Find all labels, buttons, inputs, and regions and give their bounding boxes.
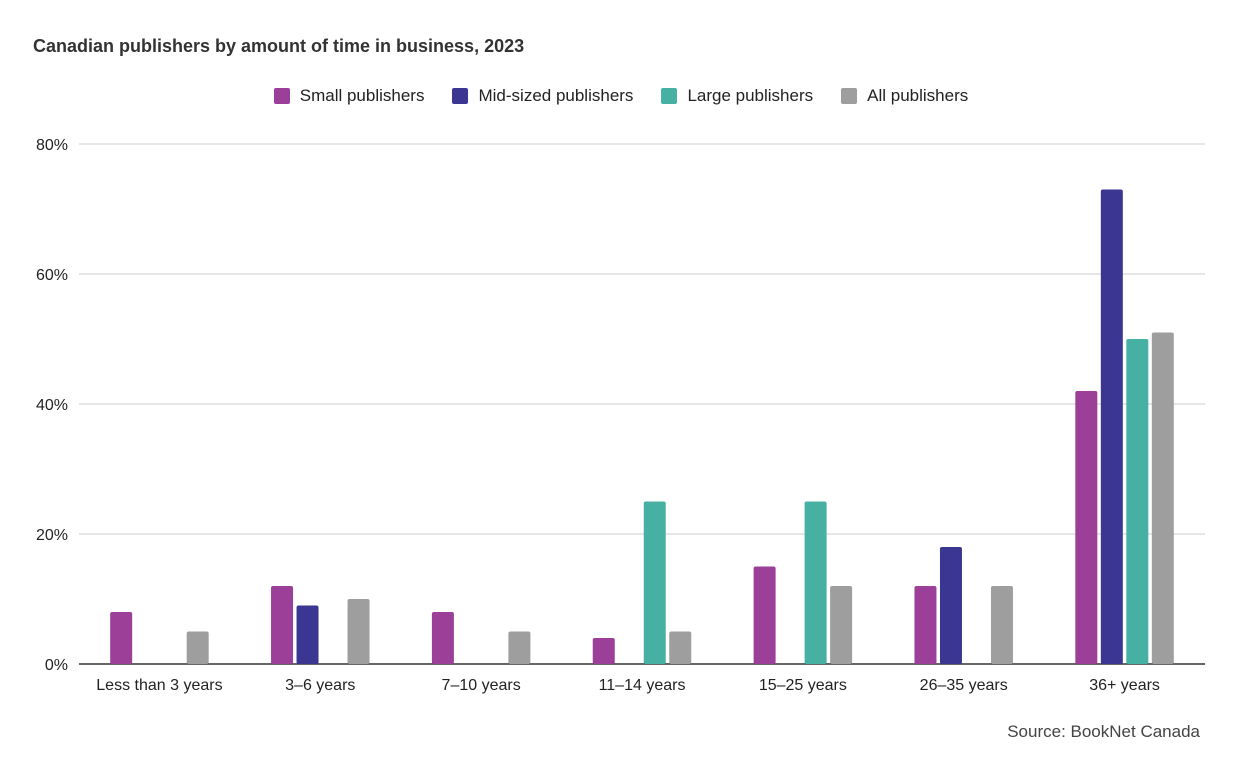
legend-label-all: All publishers — [867, 86, 969, 105]
legend-swatch-mid-sized — [452, 88, 469, 104]
source-note: Source: BookNet Canada — [1007, 722, 1200, 741]
legend-item-all: All publishers — [841, 86, 968, 106]
legend-label-large: Large publishers — [687, 86, 814, 105]
legend-swatch-small — [273, 88, 290, 104]
y-tick-label: 80% — [36, 137, 68, 154]
legend-item-small: Small publishers — [273, 86, 425, 106]
bar — [1075, 391, 1098, 664]
bar — [830, 586, 853, 664]
bar — [110, 612, 133, 664]
bar — [271, 586, 294, 664]
bar — [592, 638, 615, 664]
legend-label-mid-sized: Mid-sized publishers — [478, 86, 634, 105]
legend-label-small: Small publishers — [299, 86, 425, 105]
bar — [939, 547, 962, 664]
x-tick-label: Less than 3 years — [96, 677, 222, 694]
x-tick-label: 7–10 years — [442, 677, 521, 694]
x-tick-label: 3–6 years — [285, 677, 355, 694]
legend-swatch-large — [661, 88, 678, 104]
y-tick-label: 0% — [45, 657, 68, 674]
x-tick-label: 26–35 years — [920, 677, 1008, 694]
bar — [296, 605, 319, 664]
bar — [990, 586, 1013, 664]
x-tick-label: 11–14 years — [599, 677, 686, 694]
bar — [431, 612, 454, 664]
x-tick-label: 36+ years — [1089, 677, 1160, 694]
legend-item-mid-sized: Mid-sized publishers — [452, 86, 633, 106]
bar — [347, 599, 370, 664]
y-tick-label: 60% — [36, 267, 68, 284]
y-tick-label: 40% — [36, 397, 68, 414]
bar — [508, 631, 531, 664]
bar — [186, 631, 209, 664]
bar — [753, 566, 776, 664]
legend: Small publishers Mid-sized publishers La… — [0, 86, 1242, 106]
bar — [914, 586, 937, 664]
bar — [669, 631, 692, 664]
y-tick-label: 20% — [36, 527, 68, 544]
legend-swatch-all — [841, 88, 858, 104]
bar — [1100, 189, 1123, 664]
x-tick-label: 15–25 years — [759, 677, 847, 694]
bar — [643, 501, 666, 664]
bar — [1151, 332, 1174, 664]
bar — [804, 501, 827, 664]
legend-item-large: Large publishers — [661, 86, 813, 106]
chart-title: Canadian publishers by amount of time in… — [33, 36, 525, 56]
bar — [1126, 339, 1149, 664]
